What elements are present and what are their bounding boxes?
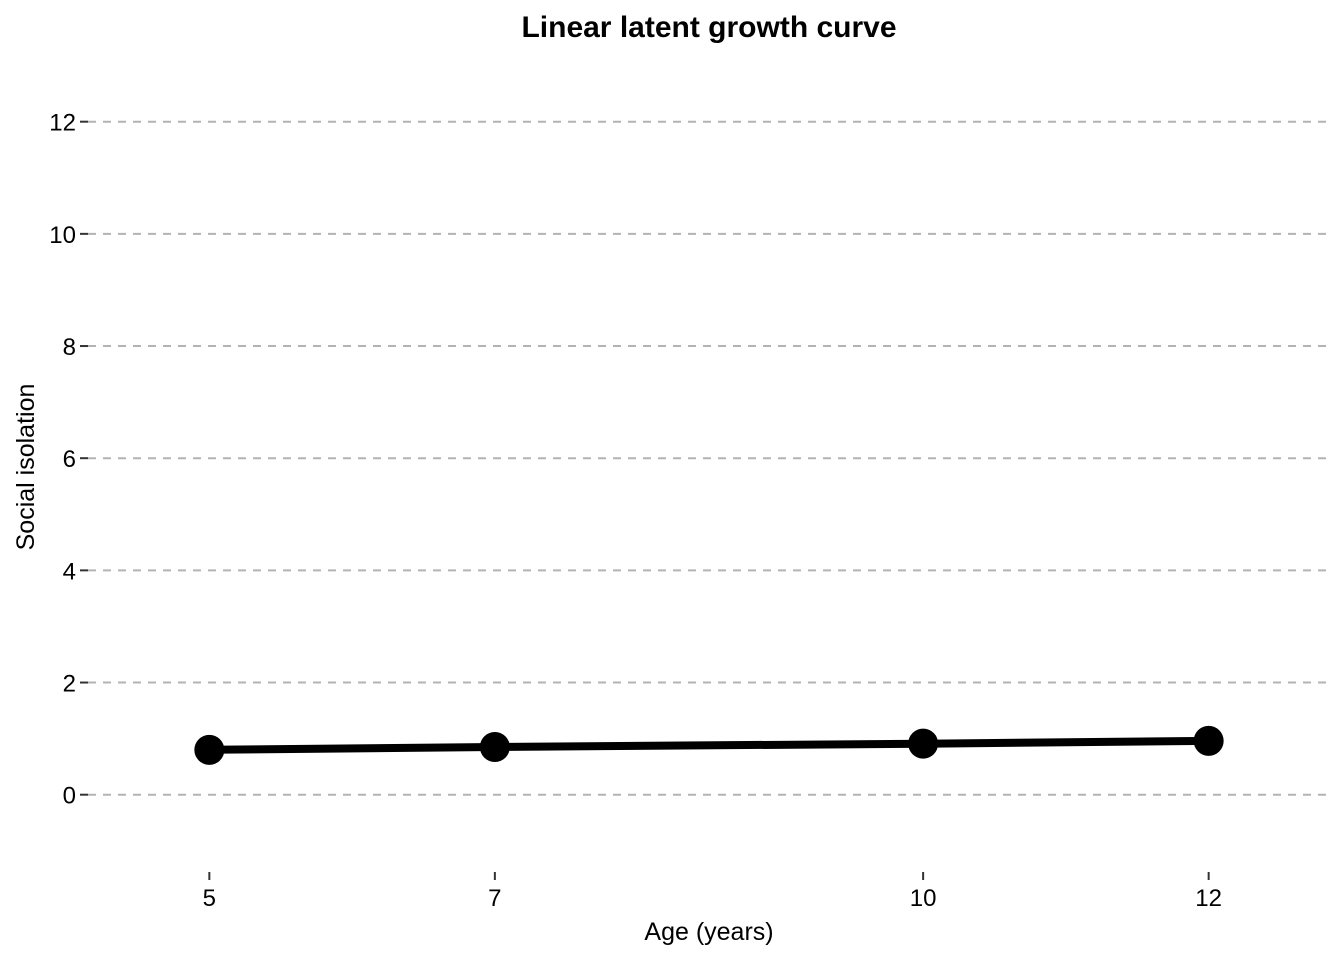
x-axis: 5 7 10 12 bbox=[203, 872, 1222, 912]
grid bbox=[88, 120, 1330, 796]
y-tick-label-5: 10 bbox=[49, 222, 76, 249]
y-tick-label-6: 12 bbox=[49, 110, 76, 137]
y-axis: 0 2 4 6 8 10 12 bbox=[49, 110, 88, 810]
data-point-0-0 bbox=[194, 734, 225, 765]
y-axis-label: Social isolation bbox=[12, 384, 40, 551]
y-tick-label-3: 6 bbox=[63, 446, 76, 473]
y-tick-label-4: 8 bbox=[63, 334, 76, 361]
series-line-0 bbox=[205, 736, 1213, 754]
y-tick-label-1: 2 bbox=[63, 671, 76, 698]
x-tick-label-0: 5 bbox=[203, 885, 216, 912]
x-tick-label-3: 12 bbox=[1195, 885, 1222, 912]
x-axis-label: Age (years) bbox=[644, 918, 773, 946]
data-point-0-1 bbox=[479, 732, 510, 763]
data-series bbox=[194, 725, 1224, 765]
y-tick-label-2: 4 bbox=[63, 558, 76, 585]
y-tick-label-0: 0 bbox=[63, 783, 76, 810]
data-point-0-2 bbox=[908, 728, 939, 759]
data-point-0-3 bbox=[1193, 725, 1224, 756]
chart-title: Linear latent growth curve bbox=[521, 11, 896, 44]
x-tick-label-1: 7 bbox=[488, 885, 501, 912]
x-tick-label-2: 10 bbox=[910, 885, 937, 912]
